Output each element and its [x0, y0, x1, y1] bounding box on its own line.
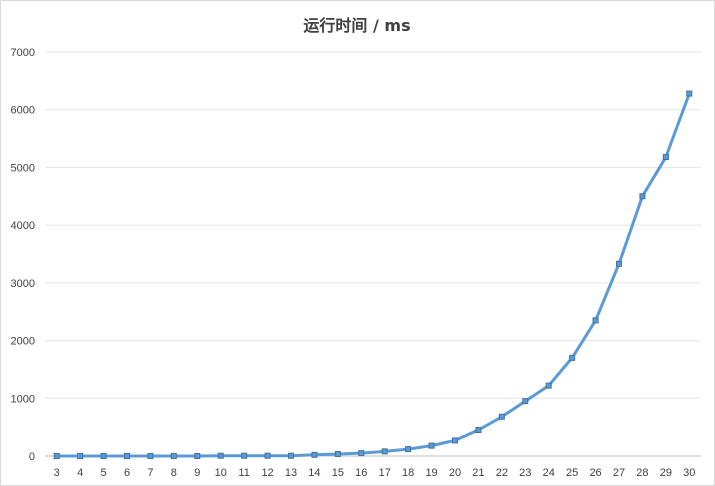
data-point — [616, 260, 622, 267]
x-tick-label: 9 — [194, 467, 200, 479]
x-tick-label: 16 — [355, 467, 367, 479]
x-tick-label: 20 — [449, 467, 461, 479]
y-tick-label: 4000 — [11, 220, 35, 232]
x-tick-label: 5 — [101, 467, 107, 479]
x-tick-label: 17 — [379, 467, 391, 479]
y-tick-label: 2000 — [11, 336, 35, 348]
data-point — [170, 453, 177, 459]
data-point — [381, 448, 388, 455]
data-point — [592, 317, 599, 324]
x-tick-label: 3 — [54, 467, 60, 479]
y-tick-label: 6000 — [11, 105, 35, 117]
x-tick-label: 6 — [124, 467, 130, 479]
x-tick-label: 13 — [285, 467, 297, 479]
x-tick-label: 26 — [589, 467, 601, 479]
y-tick-label: 0 — [29, 451, 35, 463]
x-tick-label: 19 — [425, 467, 437, 479]
data-point — [100, 453, 107, 459]
data-point — [428, 442, 435, 449]
data-point — [358, 450, 365, 457]
x-tick-label: 29 — [660, 467, 672, 479]
data-point — [545, 382, 552, 389]
data-point — [662, 154, 669, 161]
data-point — [686, 90, 693, 97]
x-tick-label: 4 — [77, 467, 83, 479]
x-tick-label: 23 — [519, 467, 531, 479]
gridlines — [45, 51, 701, 399]
x-tick-label: 12 — [261, 467, 273, 479]
data-point — [498, 413, 505, 420]
y-tick-label: 3000 — [11, 278, 35, 290]
y-axis-ticks: 0 1000 2000 3000 4000 5000 6000 7000 — [11, 47, 35, 463]
data-point — [569, 354, 576, 361]
y-tick-label: 5000 — [11, 162, 35, 174]
x-tick-label: 14 — [308, 467, 320, 479]
x-tick-label: 27 — [613, 467, 625, 479]
x-tick-label: 24 — [543, 467, 555, 479]
data-point — [288, 452, 294, 459]
x-tick-label: 25 — [566, 467, 578, 479]
x-tick-label: 21 — [472, 467, 484, 479]
data-point — [311, 451, 318, 458]
x-tick-label: 8 — [171, 467, 177, 479]
data-point — [452, 437, 458, 444]
data-point — [147, 453, 154, 459]
data-point — [405, 446, 412, 453]
x-tick-label: 22 — [496, 467, 508, 479]
y-tick-label: 7000 — [11, 47, 35, 59]
series-line — [55, 92, 691, 458]
data-point — [124, 453, 130, 459]
y-tick-label: 1000 — [11, 393, 35, 405]
data-point — [334, 450, 341, 457]
x-tick-label: 28 — [636, 467, 648, 479]
data-point — [264, 452, 271, 459]
data-point — [77, 453, 84, 459]
data-point — [217, 452, 224, 459]
series-layer — [53, 90, 693, 459]
x-axis-ticks: 3 4 5 6 7 8 9 10 11 12 13 14 15 16 17 18 19 20 21 22 23 24 25 2… — [54, 467, 696, 479]
x-tick-label: 7 — [147, 467, 153, 479]
x-tick-label: 18 — [402, 467, 414, 479]
data-point — [53, 453, 60, 459]
data-point — [241, 452, 248, 459]
x-tick-label: 15 — [332, 467, 344, 479]
x-tick-label: 10 — [215, 467, 227, 479]
data-point — [475, 427, 482, 434]
data-point — [194, 453, 201, 459]
chart-title: 运行时间 / ms — [303, 16, 410, 35]
data-point — [639, 193, 646, 200]
data-point — [522, 398, 529, 405]
x-tick-label: 30 — [683, 467, 695, 479]
x-tick-label: 11 — [238, 467, 249, 479]
